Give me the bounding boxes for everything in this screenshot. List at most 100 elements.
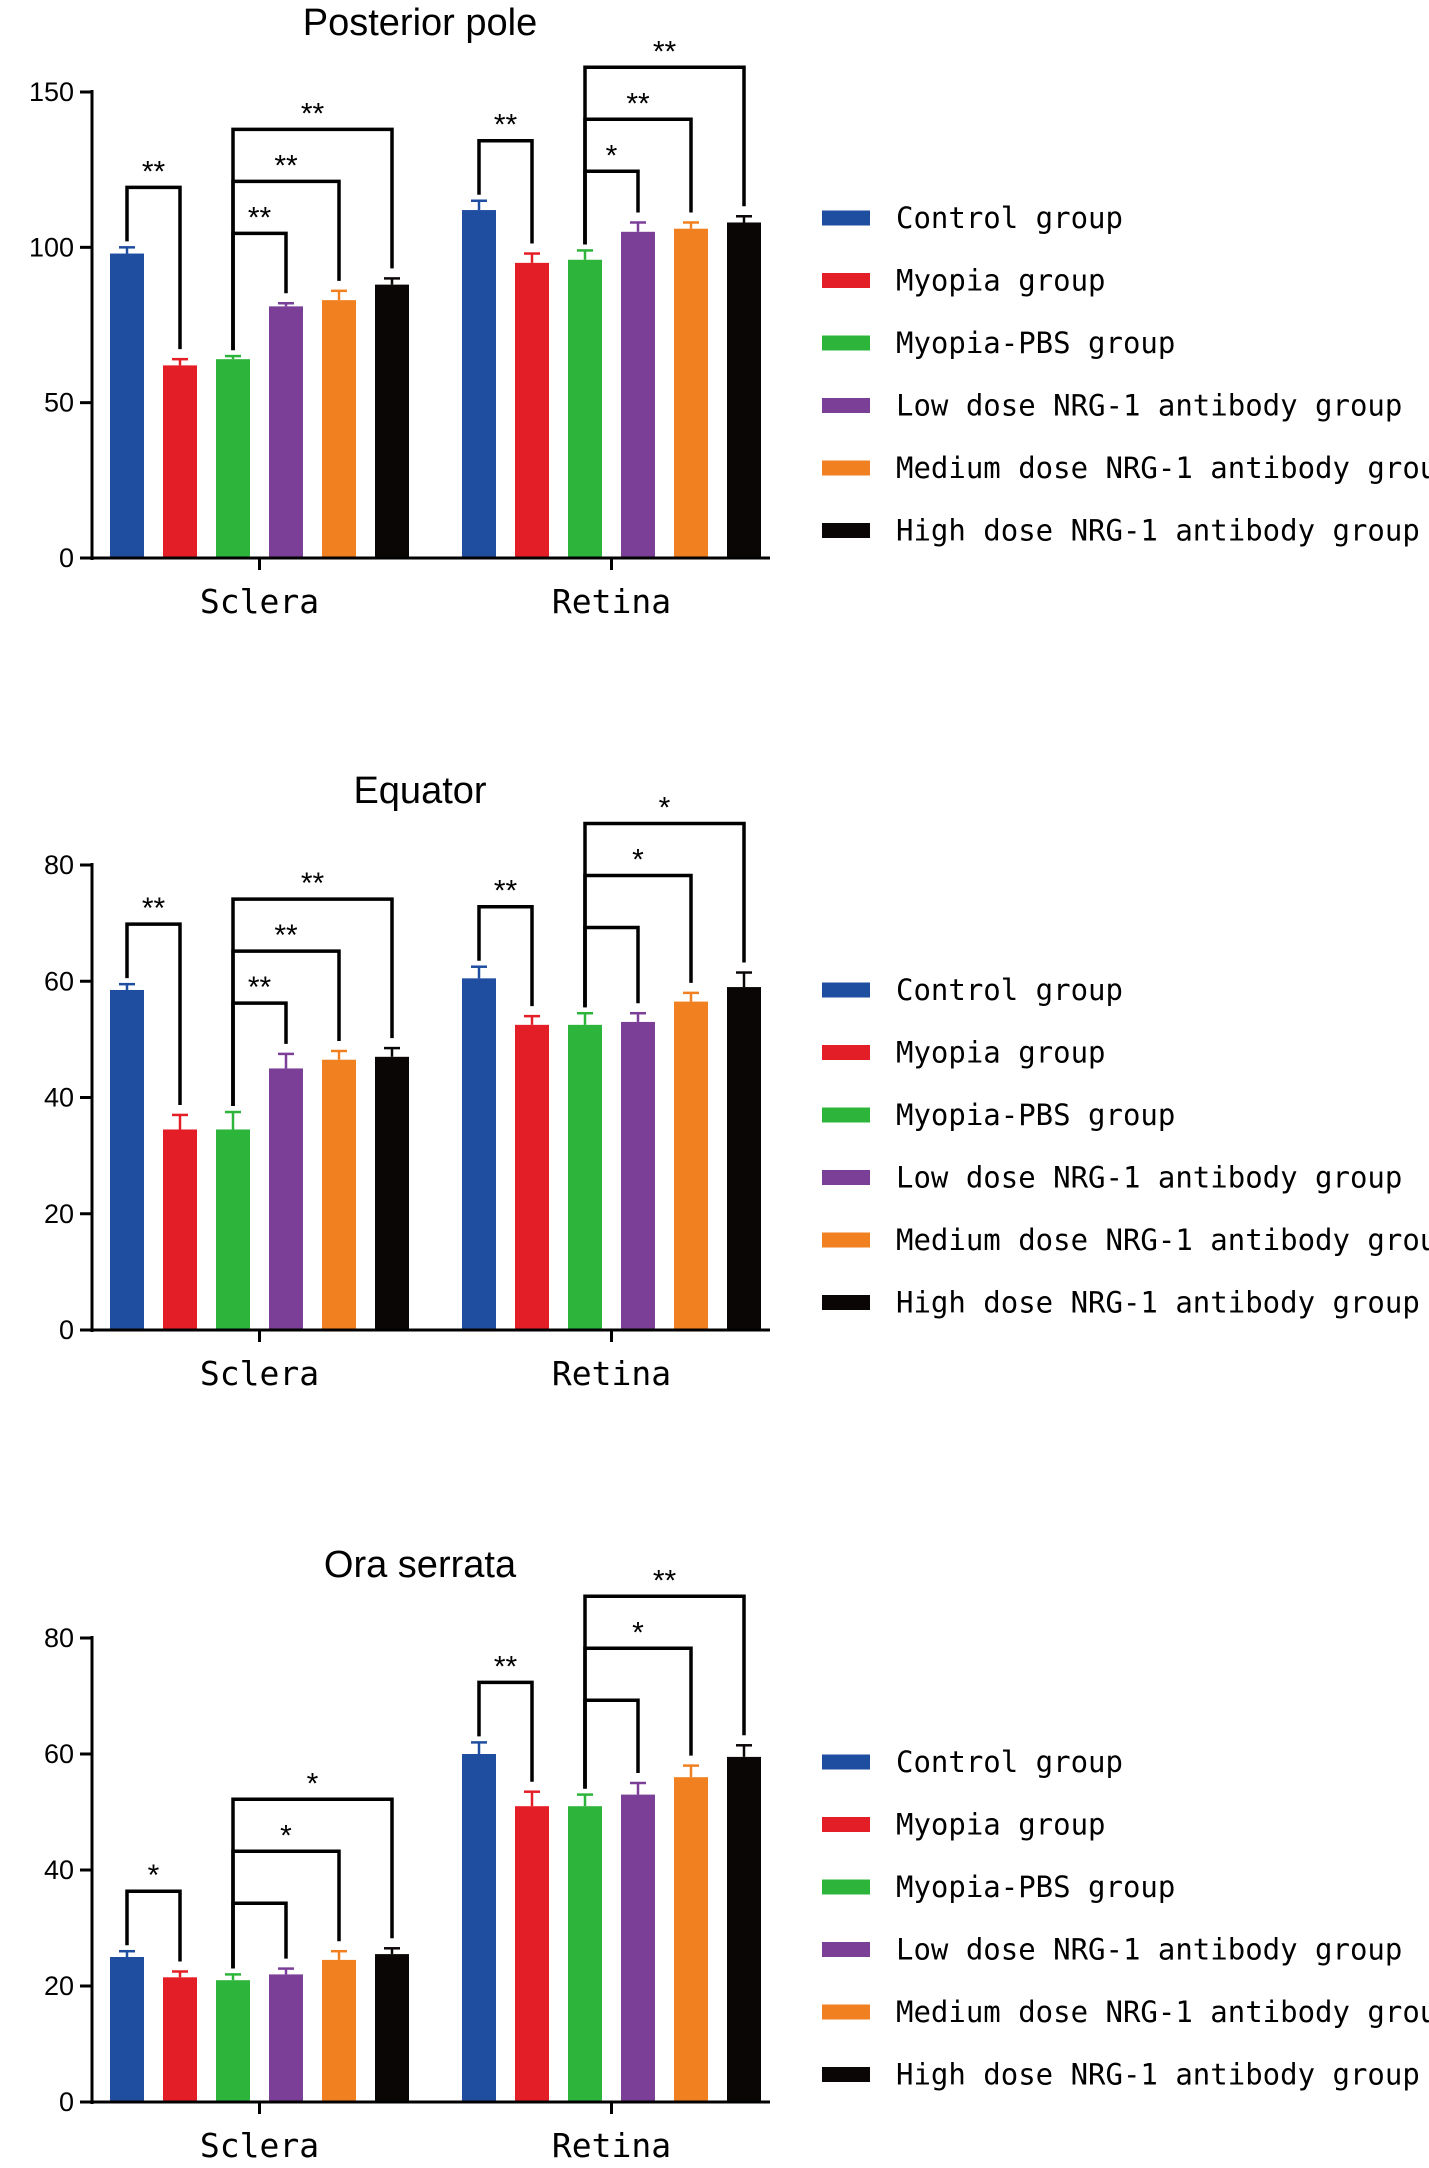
- bar-retina-4: [674, 228, 708, 558]
- bar-sclera-2: [216, 1980, 250, 2102]
- significance-label: **: [494, 109, 518, 142]
- bar-sclera-5: [375, 284, 409, 558]
- significance-bracket: [583, 65, 746, 245]
- significance-label: *: [632, 1616, 644, 1649]
- y-tick-label: 0: [59, 543, 74, 573]
- legend-label-4: Medium dose NRG-1 antibody group: [896, 1223, 1429, 1257]
- y-tick-label: 60: [44, 966, 74, 996]
- significance-label: *: [659, 792, 671, 825]
- significance-label: **: [626, 87, 650, 120]
- bar-sclera-2: [216, 359, 250, 558]
- bar-retina-3: [621, 231, 655, 559]
- chart-title: Ora serrata: [324, 1544, 517, 1586]
- legend-swatch-0: [822, 1754, 870, 1770]
- significance-bracket: [125, 922, 182, 1105]
- significance-label: **: [142, 155, 166, 188]
- significance-label: **: [494, 1650, 518, 1683]
- y-tick-label: 80: [44, 850, 74, 880]
- bar-retina-1: [515, 1806, 549, 2102]
- significance-bracket: [477, 1680, 534, 1782]
- y-tick-label: 100: [29, 232, 74, 262]
- bar-sclera-1: [163, 1129, 197, 1330]
- y-tick-label: 40: [44, 1855, 74, 1885]
- legend-label-2: Myopia-PBS group: [896, 1098, 1175, 1132]
- significance-label: **: [248, 201, 272, 234]
- chart-title: Equator: [353, 770, 486, 812]
- bar-retina-1: [515, 1024, 549, 1330]
- significance-bracket: [583, 925, 640, 1008]
- significance-bracket: [477, 904, 534, 1007]
- significance-bracket: [231, 1797, 394, 1969]
- legend-label-5: High dose NRG-1 antibody group: [896, 1286, 1420, 1320]
- legend-swatch-4: [822, 460, 870, 476]
- legend-label-3: Low dose NRG-1 antibody group: [896, 389, 1402, 423]
- legend-label-2: Myopia-PBS group: [896, 326, 1175, 360]
- bar-retina-5: [727, 1756, 761, 2102]
- legend-label-0: Control group: [896, 973, 1123, 1007]
- legend-label-3: Low dose NRG-1 antibody group: [896, 1933, 1402, 1967]
- x-tick-label-sclera: Sclera: [200, 582, 319, 621]
- significance-bracket: [583, 1594, 746, 1789]
- legend-label-0: Control group: [896, 201, 1123, 235]
- y-tick-label: 60: [44, 1739, 74, 1769]
- x-tick-label-retina: Retina: [552, 1354, 671, 1393]
- legend-label-5: High dose NRG-1 antibody group: [896, 514, 1420, 548]
- bar-retina-5: [727, 987, 761, 1330]
- bar-sclera-4: [322, 1059, 356, 1330]
- legend-swatch-0: [822, 982, 870, 998]
- significance-bracket: [583, 821, 746, 1008]
- legend-swatch-3: [822, 1942, 870, 1957]
- significance-label: *: [307, 1767, 319, 1800]
- bar-sclera-4: [322, 1959, 356, 2102]
- significance-label: **: [248, 971, 272, 1004]
- legend-swatch-2: [822, 1107, 870, 1123]
- bar-retina-1: [515, 262, 549, 558]
- bar-sclera-1: [163, 365, 197, 558]
- legend-label-2: Myopia-PBS group: [896, 1870, 1175, 1904]
- legend-swatch-0: [822, 210, 870, 226]
- bar-sclera-3: [269, 1068, 303, 1330]
- legend-swatch-1: [822, 1817, 870, 1832]
- x-tick-label-sclera: Sclera: [200, 1354, 319, 1393]
- chart-title: Posterior pole: [303, 2, 537, 44]
- significance-bracket: [231, 127, 394, 351]
- legend-swatch-3: [822, 1170, 870, 1185]
- significance-label: **: [274, 149, 298, 182]
- legend-swatch-3: [822, 398, 870, 413]
- y-tick-label: 80: [44, 1623, 74, 1653]
- legend-label-4: Medium dose NRG-1 antibody group: [896, 451, 1429, 485]
- significance-label: **: [653, 35, 677, 68]
- bar-retina-4: [674, 1001, 708, 1330]
- bar-retina-2: [568, 1806, 602, 2102]
- legend-label-3: Low dose NRG-1 antibody group: [896, 1161, 1402, 1195]
- significance-label: *: [632, 844, 644, 877]
- significance-label: *: [280, 1819, 292, 1852]
- bar-sclera-3: [269, 1974, 303, 2102]
- y-tick-label: 150: [29, 77, 74, 107]
- significance-bracket: [231, 897, 394, 1107]
- bar-sclera-5: [375, 1954, 409, 2102]
- legend-swatch-1: [822, 1045, 870, 1060]
- significance-bracket: [477, 138, 534, 244]
- significance-label: **: [301, 97, 325, 130]
- significance-bracket: [125, 185, 182, 350]
- significance-bracket: [125, 1889, 182, 1962]
- bar-retina-0: [462, 978, 496, 1330]
- significance-label: **: [653, 1564, 677, 1597]
- y-tick-label: 20: [44, 1199, 74, 1229]
- legend-label-0: Control group: [896, 1745, 1123, 1779]
- bar-retina-3: [621, 1021, 655, 1330]
- legend-swatch-4: [822, 2004, 870, 2020]
- legend-label-1: Myopia group: [896, 1036, 1106, 1070]
- legend-swatch-4: [822, 1232, 870, 1248]
- bar-retina-2: [568, 1024, 602, 1330]
- bar-sclera-4: [322, 300, 356, 558]
- bar-retina-0: [462, 210, 496, 558]
- y-tick-label: 20: [44, 1971, 74, 2001]
- bar-sclera-0: [110, 989, 144, 1330]
- x-tick-label-retina: Retina: [552, 582, 671, 621]
- y-tick-label: 40: [44, 1083, 74, 1113]
- y-tick-label: 0: [59, 2087, 74, 2117]
- bar-sclera-3: [269, 306, 303, 558]
- significance-bracket: [231, 1901, 288, 1969]
